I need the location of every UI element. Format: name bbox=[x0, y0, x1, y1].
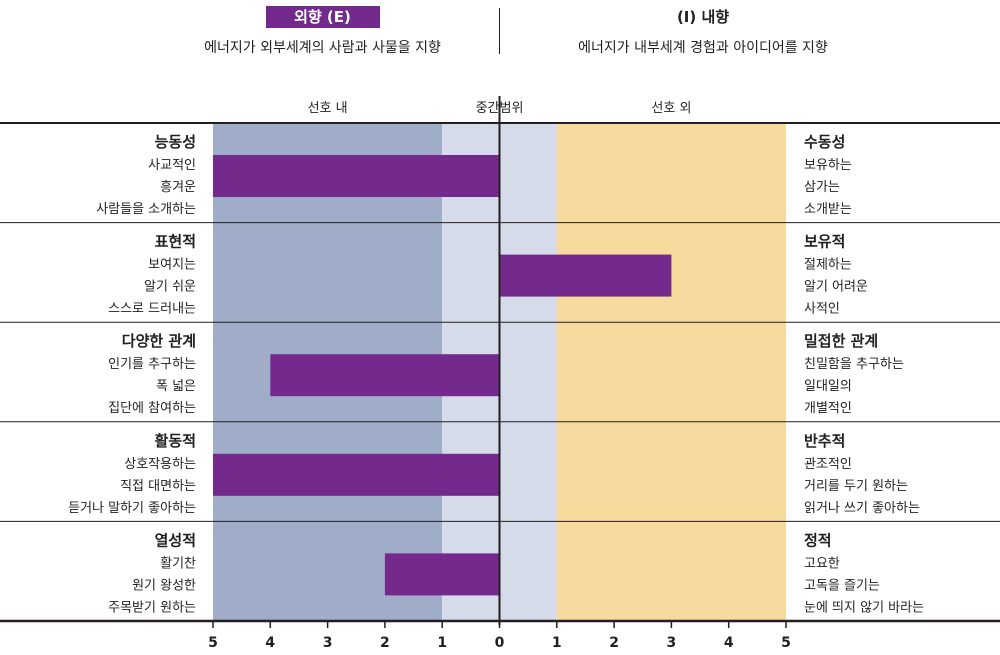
row-left-item: 주목받기 원하는 bbox=[108, 600, 196, 615]
bar-4 bbox=[213, 453, 500, 496]
row-left-item: 알기 쉬운 bbox=[144, 280, 196, 295]
row-right-title: 밀접한 관계 bbox=[804, 332, 878, 350]
row-right-title: 보유적 bbox=[804, 233, 845, 251]
row-right-item: 사적인 bbox=[804, 302, 840, 317]
row-left-item: 흥겨운 bbox=[160, 180, 196, 195]
row-right-item: 보유하는 bbox=[804, 158, 852, 173]
row-left-title: 능동성 bbox=[155, 133, 196, 151]
zone-label-outer: 선호 외 bbox=[651, 101, 691, 116]
row-right-item: 읽거나 쓰기 좋아하는 bbox=[804, 501, 920, 516]
x-tick-label: 0 bbox=[495, 635, 505, 651]
row-left-item: 보여지는 bbox=[148, 258, 196, 273]
row-left-item: 상호작용하는 bbox=[124, 457, 196, 472]
row-right-title: 반추적 bbox=[804, 432, 845, 450]
row-right-item: 삼가는 bbox=[804, 180, 840, 195]
row-left-item: 직접 대면하는 bbox=[120, 479, 196, 494]
extraversion-badge: 외향 (E) bbox=[265, 6, 380, 28]
x-tick-label: 3 bbox=[323, 635, 333, 651]
x-tick-label: 4 bbox=[265, 635, 275, 651]
row-right-item: 고요한 bbox=[804, 556, 840, 571]
introversion-description: 에너지가 내부세계 경험과 아이디어를 지향 bbox=[578, 40, 828, 56]
bar-5 bbox=[384, 553, 500, 596]
x-tick-label: 5 bbox=[208, 635, 218, 651]
bar-2 bbox=[499, 254, 672, 297]
header-divider bbox=[499, 8, 500, 54]
row-left-title: 활동적 bbox=[155, 432, 196, 450]
row-left-item: 원기 왕성한 bbox=[132, 578, 196, 593]
introversion-header: (I) 내향 에너지가 내부세계 경험과 아이디어를 지향 bbox=[503, 0, 903, 60]
x-tick-label: 5 bbox=[781, 635, 791, 651]
outer-preference-zone bbox=[556, 123, 786, 621]
introversion-label: (I) 내향 bbox=[676, 8, 730, 26]
bar-3 bbox=[270, 354, 500, 397]
extraversion-header: 외향 (E) 에너지가 외부세계의 사람과 사물을 지향 bbox=[150, 0, 495, 60]
row-left-title: 열성적 bbox=[155, 531, 196, 549]
row-right-item: 눈에 띄지 않기 바라는 bbox=[804, 600, 924, 615]
row-right-title: 정적 bbox=[804, 531, 832, 549]
row-right-item: 일대일의 bbox=[804, 379, 852, 394]
row-right-item: 개별적인 bbox=[804, 401, 852, 416]
x-tick-label: 1 bbox=[552, 635, 562, 651]
row-right-item: 거리를 두기 원하는 bbox=[804, 479, 908, 494]
extraversion-description: 에너지가 외부세계의 사람과 사물을 지향 bbox=[204, 40, 441, 56]
zone-label-inner: 선호 내 bbox=[308, 101, 348, 116]
row-left-item: 폭 넓은 bbox=[156, 379, 196, 394]
x-tick-label: 2 bbox=[609, 635, 619, 651]
row-left-item: 사교적인 bbox=[148, 158, 196, 173]
row-right-item: 소개받는 bbox=[804, 202, 852, 217]
bar-1 bbox=[213, 155, 500, 197]
row-right-item: 알기 어려운 bbox=[804, 280, 868, 295]
row-left-item: 스스로 드러내는 bbox=[108, 302, 196, 317]
x-tick-label: 3 bbox=[667, 635, 677, 651]
row-left-item: 사람들을 소개하는 bbox=[96, 202, 196, 217]
x-tick-label: 4 bbox=[724, 635, 734, 651]
x-tick-label: 1 bbox=[437, 635, 447, 651]
row-left-item: 듣거나 말하기 좋아하는 bbox=[68, 501, 196, 516]
row-right-item: 관조적인 bbox=[804, 457, 852, 472]
row-left-title: 표현적 bbox=[155, 233, 196, 251]
row-right-item: 친밀함을 추구하는 bbox=[804, 357, 904, 372]
row-left-title: 다양한 관계 bbox=[122, 332, 196, 350]
row-left-item: 인기를 추구하는 bbox=[108, 357, 196, 372]
row-left-item: 집단에 참여하는 bbox=[108, 401, 196, 416]
row-right-item: 절제하는 bbox=[804, 258, 852, 273]
row-right-title: 수동성 bbox=[804, 133, 845, 151]
row-left-item: 활기찬 bbox=[160, 556, 196, 571]
x-tick-label: 2 bbox=[380, 635, 390, 651]
row-right-item: 고독을 즐기는 bbox=[804, 578, 880, 593]
